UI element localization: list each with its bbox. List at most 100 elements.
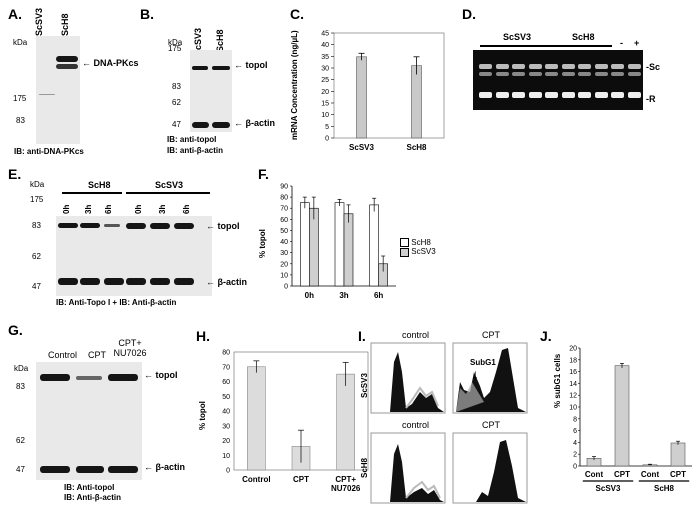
panel-b-sample-2: ScH8	[215, 29, 225, 52]
panel-e-label: E.	[8, 166, 22, 182]
panel-e-caption: IB: Anti-Topo I + IB: Anti-β-actin	[56, 298, 177, 307]
chart-f-ytick-label: 10	[280, 272, 288, 279]
panel-g-band-actin: ← β-actin	[144, 462, 186, 472]
chart-c-ytick-label: 35	[321, 54, 329, 61]
chart-f-ytick-label: 70	[280, 206, 288, 213]
chart-c-ytick-label: 25	[321, 77, 329, 84]
panel-e-group-2-bar	[126, 192, 210, 194]
panel-c-ylabel: mRNA Concentration (ng/µL)	[290, 30, 299, 140]
panel-d-group-2-bar	[560, 45, 612, 47]
histogram-scsv3-cpt	[452, 342, 528, 414]
histogram-sch8-control	[370, 432, 446, 504]
chart-c-ytick-label: 20	[321, 89, 329, 96]
panel-e-group-1: ScH8	[88, 180, 111, 190]
chart-j-ytick-label: 8	[573, 416, 577, 423]
panel-b-marker-47: 47	[172, 120, 181, 129]
panel-j-ylabel: % subG1 cells	[553, 353, 562, 408]
panel-e-time-6: 6h	[182, 204, 191, 214]
chart-h-bar	[336, 373, 355, 471]
chart-f-ytick-label: 90	[280, 184, 288, 191]
panel-e-group-2: ScSV3	[155, 180, 184, 190]
chart-f-ytick-label: 80	[280, 195, 288, 202]
chart-f-ytick-label: 60	[280, 217, 288, 224]
panel-a-sample-1: ScSV3	[34, 7, 44, 36]
chart-c: 0 5 10 15 20 25 30 35 40 45 ScSV3 ScH8	[321, 31, 445, 152]
panel-d-group-2: ScH8	[572, 32, 595, 42]
chart-h-ytick-label: 80	[222, 350, 230, 357]
panel-e-marker-62: 62	[32, 252, 41, 261]
chart-f-bar-sch8	[334, 202, 345, 287]
panel-a-blot	[36, 36, 80, 144]
panel-e-time-4: 0h	[134, 204, 143, 214]
chart-f-xtick-label: 6h	[374, 291, 383, 300]
panel-i-row-1: ScSV3	[360, 373, 369, 398]
chart-h-ytick-label: 30	[222, 423, 230, 430]
chart-j-ytick-label: 16	[569, 369, 577, 376]
chart-c-bar	[411, 65, 422, 139]
chart-f-legend-item-1: ScH8	[400, 238, 436, 248]
chart-j-ytick-label: 0	[573, 464, 577, 471]
panel-f-label: F.	[258, 166, 269, 182]
chart-c-ytick-label: 10	[321, 112, 329, 119]
panel-i-col-1-bottom: control	[402, 420, 430, 430]
chart-c-xtick-label: ScSV3	[349, 143, 374, 152]
panel-a-band-label: ← DNA-PKcs	[82, 58, 139, 68]
panel-b-band-topoi: ← topoI	[234, 60, 268, 70]
panel-g-marker-83: 83	[16, 382, 25, 391]
chart-j: 0 2 4 6 8 10 12 14 16 18 20 Cont CPT Cont CPT ScSV3 ScH8	[569, 346, 692, 493]
chart-h-xtick-label: NU7026	[331, 484, 361, 493]
panel-g-marker-47: 47	[16, 465, 25, 474]
panel-e-marker-47: 47	[32, 282, 41, 291]
chart-c-ytick-label: 45	[321, 31, 329, 38]
panel-h-label: H.	[196, 328, 210, 344]
panel-g-lane-1: Control	[48, 350, 78, 360]
panel-j-label: J.	[540, 328, 552, 344]
panel-e-band-topoi: ← topoI	[206, 221, 240, 231]
panel-b-kda: kDa	[168, 38, 183, 47]
panel-d-gel	[473, 50, 643, 110]
chart-f-ytick-label: 40	[280, 239, 288, 246]
panel-b-band-actin: ← β-actin	[234, 118, 276, 128]
chart-j-xtick-label: CPT	[614, 470, 630, 479]
chart-c-ytick-label: 30	[321, 66, 329, 73]
subg1-arrow-icon: ↓	[472, 366, 479, 382]
chart-f-bar-scsv3	[343, 213, 354, 287]
panel-a-sample-2: ScH8	[60, 13, 70, 36]
panel-b-marker-83: 83	[172, 82, 181, 91]
chart-f-bar-scsv3	[309, 207, 319, 287]
chart-f-xtick-label: 3h	[339, 291, 348, 300]
chart-f-legend-item-2: ScSV3	[400, 247, 436, 257]
panel-h-ylabel: % topoI	[198, 401, 207, 430]
chart-h-ytick-label: 0	[226, 468, 230, 475]
chart-h-ytick-label: 40	[222, 409, 230, 416]
chart-f-xtick-label: 0h	[305, 291, 314, 300]
chart-j-ytick-label: 12	[569, 393, 577, 400]
panel-d-group-1-bar	[480, 45, 560, 47]
chart-c-ytick-label: 15	[321, 101, 329, 108]
panel-g-kda: kDa	[14, 364, 29, 373]
chart-j-ytick-label: 20	[569, 346, 577, 353]
panel-g-band-topoi: ← topoI	[144, 370, 178, 380]
chart-j-xtick-label: CPT	[670, 470, 686, 479]
chart-c-ytick-label: 0	[325, 136, 329, 143]
chart-h-ytick-label: 70	[222, 364, 230, 371]
panel-a-marker-83: 83	[16, 116, 25, 125]
panel-a-caption: IB: anti-DNA-PKcs	[14, 147, 84, 156]
panel-e-kda: kDa	[30, 180, 45, 189]
panel-g-caption-2: IB: Anti-β-actin	[64, 493, 122, 502]
panel-g-lane-3: CPT+ NU7026	[113, 338, 147, 358]
panel-e-blot	[56, 216, 212, 296]
panel-d-band-sc: -Sc	[646, 62, 661, 72]
panel-d-group-1: ScSV3	[503, 32, 532, 42]
panel-e-time-3: 6h	[104, 204, 113, 214]
chart-j-bar	[614, 365, 630, 467]
histogram-scsv3-control	[370, 342, 446, 414]
panel-e-time-5: 3h	[158, 204, 167, 214]
panel-a-marker-175: 175	[13, 94, 27, 103]
panel-g-marker-62: 62	[16, 436, 25, 445]
chart-f-ytick-label: 20	[280, 261, 288, 268]
panel-e-marker-83: 83	[32, 221, 41, 230]
panel-g-label: G.	[8, 322, 23, 338]
chart-j-ytick-label: 4	[573, 440, 577, 447]
chart-f-ytick-label: 0	[284, 284, 288, 291]
